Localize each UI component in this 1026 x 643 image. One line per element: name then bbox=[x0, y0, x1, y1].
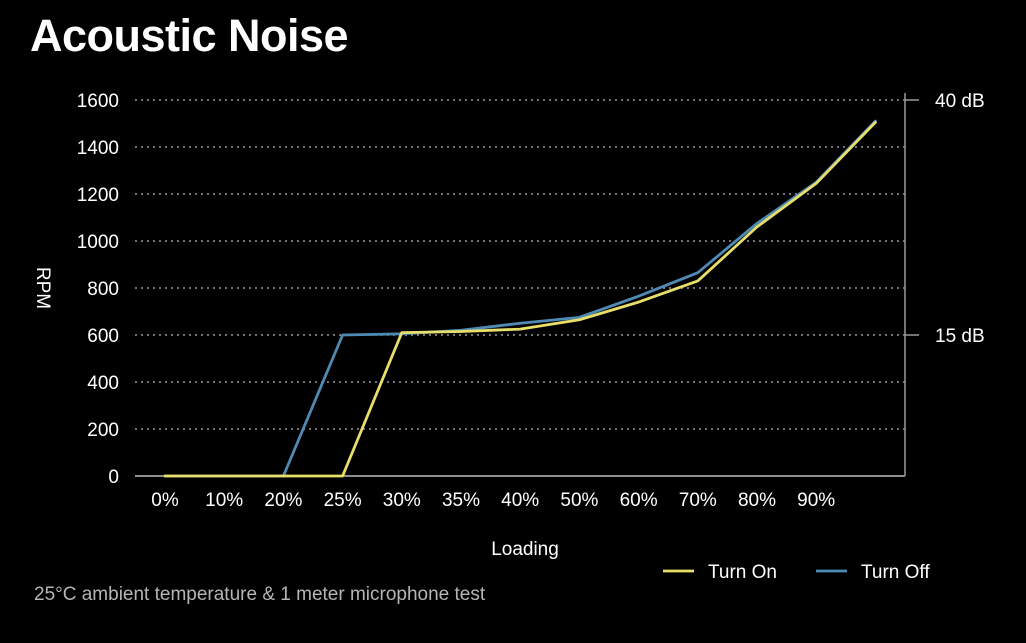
right-db-axis: 15 dB 40 dB bbox=[904, 91, 985, 476]
legend: Turn On Turn Off bbox=[663, 562, 930, 583]
x-tick-label: 70% bbox=[679, 490, 717, 511]
series-line-turn-on bbox=[163, 120, 877, 478]
y-tick-label: 600 bbox=[87, 326, 119, 347]
y-tick-label: 200 bbox=[87, 420, 119, 441]
x-axis-ticks: 0% 10% 20% 25% 30% 35% 40% 50% 60% 70% 80% 90% bbox=[151, 490, 835, 511]
right-axis-tick-label: 40 dB bbox=[935, 91, 985, 112]
x-tick-label: 20% bbox=[264, 490, 302, 511]
x-tick-label: 25% bbox=[324, 490, 362, 511]
x-tick-label: 35% bbox=[442, 490, 480, 511]
x-tick-label: 80% bbox=[738, 490, 776, 511]
x-tick-label: 10% bbox=[205, 490, 243, 511]
legend-label: Turn Off bbox=[861, 562, 930, 583]
y-tick-label: 800 bbox=[87, 279, 119, 300]
gridlines bbox=[135, 99, 905, 477]
y-tick-label: 1200 bbox=[77, 185, 119, 206]
y-tick-label: 0 bbox=[108, 467, 119, 488]
x-axis-label: Loading bbox=[491, 539, 559, 560]
y-tick-label: 1400 bbox=[77, 138, 119, 159]
x-tick-label: 90% bbox=[797, 490, 835, 511]
y-axis-ticks: 0 200 400 600 800 1000 1200 1400 1600 bbox=[77, 91, 119, 488]
y-tick-label: 400 bbox=[87, 373, 119, 394]
right-axis-tick-label: 15 dB bbox=[935, 326, 985, 347]
y-tick-label: 1600 bbox=[77, 91, 119, 112]
series-line-turn-off bbox=[163, 119, 877, 478]
series-lines bbox=[163, 119, 877, 478]
x-tick-label: 0% bbox=[151, 490, 179, 511]
x-tick-label: 50% bbox=[560, 490, 598, 511]
y-tick-label: 1000 bbox=[77, 232, 119, 253]
legend-label: Turn On bbox=[708, 562, 777, 583]
footnote: 25°C ambient temperature & 1 meter micro… bbox=[34, 584, 486, 605]
page-title: Acoustic Noise bbox=[30, 10, 349, 61]
y-axis-label: RPM bbox=[32, 267, 53, 309]
x-tick-label: 30% bbox=[383, 490, 421, 511]
x-tick-label: 60% bbox=[620, 490, 658, 511]
x-tick-label: 40% bbox=[501, 490, 539, 511]
